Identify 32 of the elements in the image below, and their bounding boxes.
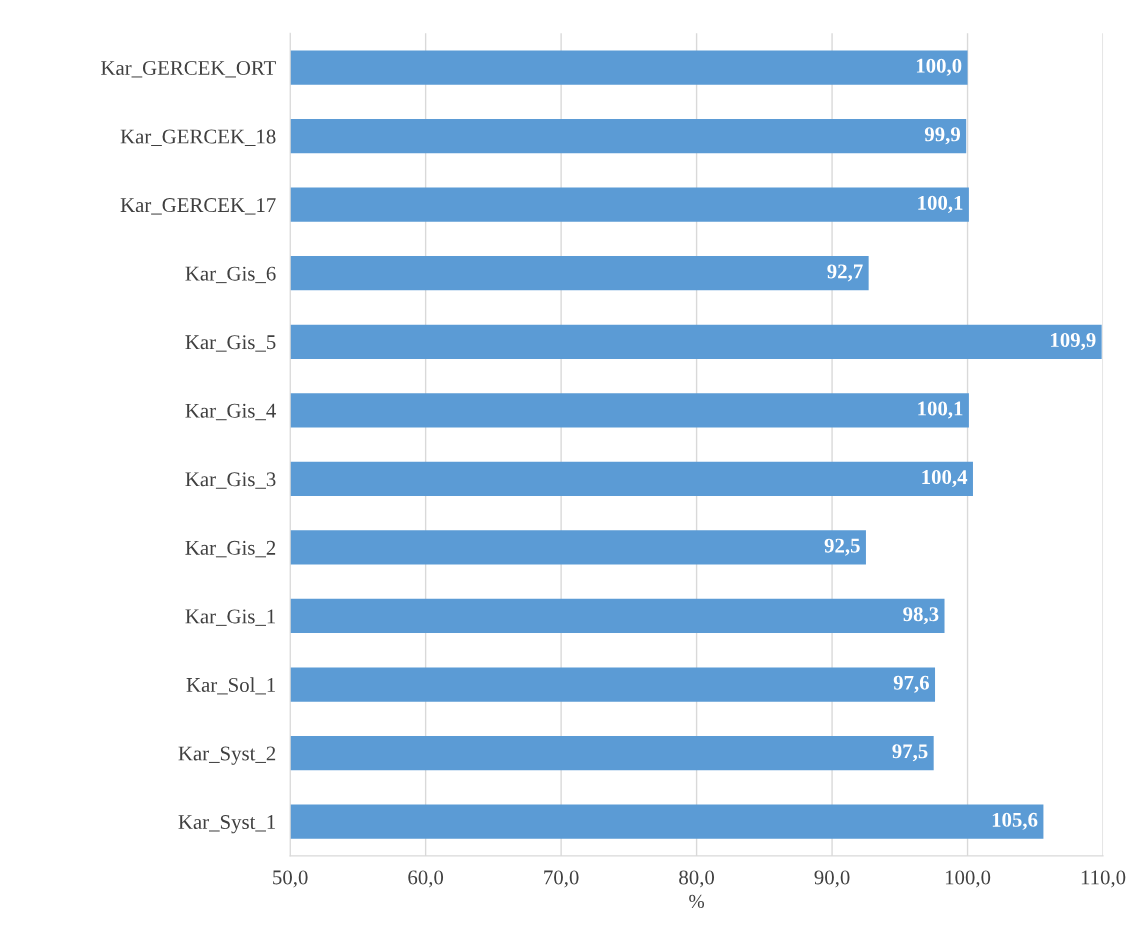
y-tick-label: Kar_Gis_4 [185, 403, 276, 421]
data-label: 99,9 [924, 127, 961, 145]
y-tick-label: Kar_Syst_2 [178, 746, 276, 765]
y-tick-label: Kar_Sol_1 [186, 677, 276, 695]
data-label: 100,4 [922, 470, 968, 488]
y-tick-label: Kar_Gis_3 [185, 472, 276, 489]
data-label: 100,0 [916, 58, 962, 76]
y-tick-label: Kar_GERCEK_ORT [101, 60, 276, 78]
data-label: 92,5 [824, 538, 860, 556]
y-tick-label: Kar_GERCEK_17 [120, 198, 276, 215]
x-tick-label: 110,0 [1081, 870, 1126, 888]
data-label: 109,9 [1051, 332, 1096, 350]
data-label: 97,6 [893, 675, 930, 693]
y-tick-label: Kar_Gis_2 [185, 540, 276, 558]
data-label: 100,1 [918, 401, 963, 419]
x-tick-label: 80,0 [679, 870, 715, 888]
x-axis-title: % [689, 894, 705, 908]
y-tick-label: Kar_Gis_1 [185, 609, 276, 626]
y-tick-label: Kar_Gis_6 [185, 266, 276, 284]
data-label: 105,6 [992, 812, 1038, 830]
data-label: 92,7 [827, 264, 863, 282]
x-tick-label: 90,0 [814, 870, 850, 888]
x-tick-label: 50,0 [273, 870, 308, 888]
y-tick-label: Kar_Gis_5 [185, 335, 276, 352]
y-tick-label: Kar_GERCEK_18 [120, 129, 276, 147]
data-label: 100,1 [918, 195, 963, 213]
x-tick-label: 100,0 [945, 870, 991, 888]
data-label: 97,5 [892, 744, 928, 762]
x-tick-label: 60,0 [408, 870, 444, 888]
data-label: 98,3 [903, 607, 939, 625]
x-tick-label: 70,0 [544, 870, 579, 888]
y-tick-label: Kar_Syst_1 [178, 815, 276, 834]
